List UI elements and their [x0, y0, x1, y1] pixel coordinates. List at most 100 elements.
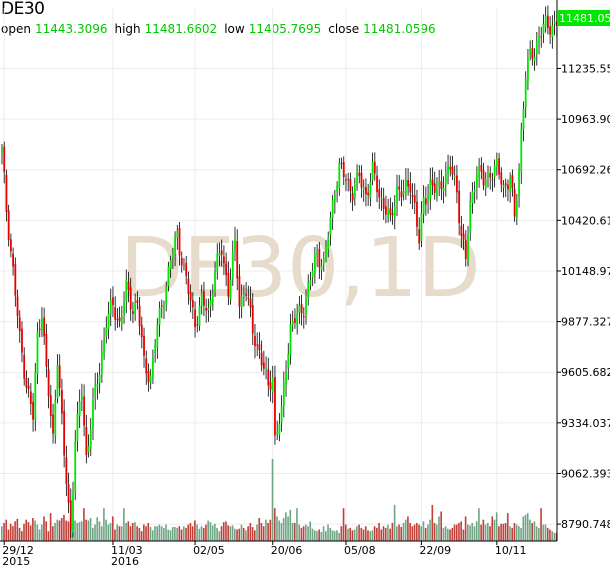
candle-body[interactable] [158, 307, 161, 325]
candle-body[interactable] [491, 179, 494, 181]
candle-body[interactable] [152, 356, 154, 378]
candle-body[interactable] [489, 172, 492, 178]
candle-body[interactable] [32, 401, 34, 420]
candle-body[interactable] [103, 339, 105, 355]
candle-body[interactable] [216, 253, 219, 272]
candle-body[interactable] [18, 317, 21, 332]
candle-body[interactable] [120, 316, 123, 325]
candle-body[interactable] [342, 162, 345, 178]
candle-body[interactable] [149, 376, 152, 383]
candle-body[interactable] [247, 297, 250, 299]
candle-body[interactable] [438, 181, 441, 188]
candle-body[interactable] [207, 308, 210, 310]
candle-body[interactable] [544, 16, 547, 27]
candle-body[interactable] [353, 184, 356, 198]
candle-body[interactable] [533, 56, 536, 62]
candle-body[interactable] [187, 278, 190, 294]
candle-body[interactable] [518, 169, 520, 198]
candle-body[interactable] [373, 161, 376, 174]
candle-body[interactable] [473, 190, 476, 192]
candle-body[interactable] [211, 294, 214, 303]
candle-body[interactable] [98, 374, 101, 383]
candle-body[interactable] [105, 327, 108, 337]
candle-body[interactable] [229, 279, 232, 300]
candle-body[interactable] [112, 297, 114, 305]
candle-body[interactable] [191, 300, 194, 308]
candle-body[interactable] [76, 413, 79, 442]
candle-body[interactable] [347, 178, 350, 180]
candle-body[interactable] [156, 324, 159, 348]
candle-body[interactable] [493, 165, 496, 177]
candle-body[interactable] [469, 201, 472, 233]
candle-body[interactable] [89, 430, 92, 449]
candle-body[interactable] [458, 190, 461, 224]
candle-body[interactable] [471, 191, 474, 204]
candle-body[interactable] [451, 166, 454, 175]
candle-body[interactable] [196, 324, 199, 326]
candle-body[interactable] [320, 265, 323, 270]
candle-body[interactable] [422, 197, 425, 215]
candle-body[interactable] [378, 189, 381, 198]
candle-body[interactable] [529, 48, 532, 55]
candle-body[interactable] [409, 184, 412, 193]
candle-body[interactable] [27, 385, 30, 389]
candle-body[interactable] [227, 272, 230, 297]
candle-body[interactable] [114, 307, 117, 320]
candle-body[interactable] [387, 209, 390, 218]
candle-body[interactable] [520, 129, 523, 173]
candle-body[interactable] [174, 236, 176, 255]
candle-body[interactable] [358, 172, 361, 176]
candle-body[interactable] [436, 188, 438, 196]
candle-body[interactable] [549, 26, 552, 35]
candle-body[interactable] [36, 331, 39, 375]
candle-body[interactable] [440, 181, 443, 190]
candle-body[interactable] [127, 281, 130, 291]
candle-body[interactable] [165, 286, 168, 305]
candle-body[interactable] [118, 317, 121, 322]
candle-body[interactable] [542, 23, 545, 34]
candle-body[interactable] [49, 395, 52, 416]
candle-body[interactable] [327, 237, 330, 249]
candle-body[interactable] [447, 165, 449, 175]
candle-body[interactable] [329, 217, 332, 235]
candle-body[interactable] [154, 345, 157, 354]
candle-body[interactable] [336, 185, 338, 193]
candle-body[interactable] [511, 175, 514, 189]
candle-body[interactable] [140, 324, 143, 338]
candle-body[interactable] [29, 391, 32, 404]
candle-body[interactable] [540, 36, 543, 38]
candle-body[interactable] [524, 78, 527, 107]
candle-body[interactable] [333, 194, 336, 202]
candle-body[interactable] [509, 177, 512, 192]
candle-body[interactable] [14, 263, 17, 296]
candle-body[interactable] [298, 305, 301, 313]
candle-body[interactable] [504, 183, 507, 186]
candle-body[interactable] [382, 198, 385, 209]
candle-body[interactable] [138, 305, 141, 326]
candle-body[interactable] [285, 371, 287, 385]
candle-body[interactable] [418, 229, 421, 244]
candle-body[interactable] [74, 442, 77, 493]
candle-body[interactable] [129, 287, 132, 310]
candle-body[interactable] [45, 333, 48, 367]
candle-body[interactable] [238, 276, 241, 307]
candle-body[interactable] [262, 362, 265, 369]
candle-body[interactable] [305, 298, 307, 315]
candle-body[interactable] [442, 187, 445, 192]
candle-body[interactable] [180, 257, 183, 266]
candle-body[interactable] [78, 401, 81, 417]
candle-body[interactable] [160, 305, 163, 307]
candle-body[interactable] [260, 352, 263, 366]
candle-body[interactable] [116, 318, 119, 320]
candle-body[interactable] [475, 174, 478, 188]
candle-body[interactable] [198, 305, 201, 326]
candle-body[interactable] [429, 179, 432, 199]
candle-body[interactable] [331, 200, 334, 218]
candle-body[interactable] [203, 290, 205, 306]
candle-body[interactable] [123, 301, 125, 315]
candle-body[interactable] [143, 335, 145, 356]
candle-body[interactable] [487, 172, 489, 178]
candle-body[interactable] [3, 146, 6, 172]
candle-body[interactable] [169, 260, 172, 270]
candle-body[interactable] [92, 399, 94, 430]
